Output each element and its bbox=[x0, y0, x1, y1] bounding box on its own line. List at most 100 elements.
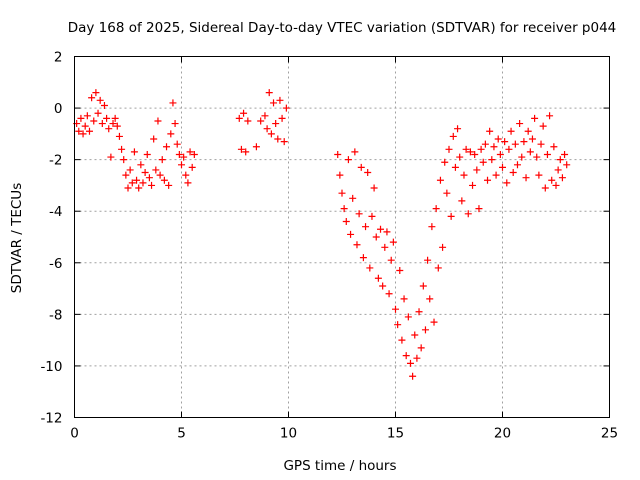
data-point-marker bbox=[548, 176, 556, 184]
data-point-marker bbox=[385, 290, 393, 298]
data-point-marker bbox=[126, 166, 134, 174]
data-point-marker bbox=[244, 117, 252, 125]
data-point-marker bbox=[501, 138, 509, 146]
data-point-marker bbox=[492, 171, 500, 179]
data-point-marker bbox=[374, 274, 382, 282]
data-point-marker bbox=[96, 96, 104, 104]
data-point-marker bbox=[392, 305, 399, 313]
data-point-marker bbox=[274, 135, 282, 143]
data-point-marker bbox=[494, 135, 502, 143]
data-point-marker bbox=[387, 256, 395, 264]
data-point-marker bbox=[535, 171, 543, 179]
data-point-marker bbox=[419, 282, 427, 290]
data-point-marker bbox=[355, 210, 363, 218]
data-point-marker bbox=[156, 171, 164, 179]
data-point-marker bbox=[362, 223, 370, 231]
data-point-marker bbox=[396, 267, 404, 275]
data-point-marker bbox=[477, 145, 485, 153]
grid-lines bbox=[74, 56, 610, 418]
data-point-marker bbox=[165, 181, 173, 189]
data-point-marker bbox=[169, 99, 177, 107]
data-point-marker bbox=[240, 109, 248, 117]
data-point-marker bbox=[272, 120, 280, 128]
data-point-marker bbox=[539, 122, 547, 130]
data-point-marker bbox=[413, 354, 421, 362]
data-point-marker bbox=[421, 326, 429, 334]
data-point-marker bbox=[235, 114, 243, 122]
data-point-marker bbox=[88, 94, 96, 102]
data-point-marker bbox=[128, 179, 136, 187]
data-point-marker bbox=[357, 163, 365, 171]
data-point-marker bbox=[426, 295, 434, 303]
data-point-marker bbox=[167, 130, 175, 138]
data-point-marker bbox=[436, 176, 444, 184]
data-point-marker bbox=[516, 120, 524, 128]
data-points bbox=[73, 89, 571, 380]
data-point-marker bbox=[389, 238, 397, 246]
data-point-marker bbox=[81, 122, 89, 130]
data-point-marker bbox=[402, 352, 410, 360]
data-point-marker bbox=[464, 210, 472, 218]
data-point-marker bbox=[334, 150, 342, 158]
data-point-marker bbox=[518, 153, 526, 161]
data-point-marker bbox=[190, 150, 198, 158]
y-tick-label: -12 bbox=[40, 411, 62, 427]
data-point-marker bbox=[513, 161, 521, 169]
data-point-marker bbox=[237, 145, 245, 153]
data-point-marker bbox=[473, 166, 481, 174]
y-tick-label: -8 bbox=[49, 307, 62, 323]
data-point-marker bbox=[85, 127, 93, 135]
y-tick-label: -10 bbox=[40, 359, 62, 375]
data-point-marker bbox=[417, 344, 425, 352]
data-point-marker bbox=[546, 112, 554, 120]
data-point-marker bbox=[98, 120, 106, 128]
data-point-marker bbox=[531, 114, 539, 122]
data-point-marker bbox=[118, 145, 126, 153]
data-point-marker bbox=[394, 321, 402, 329]
data-point-marker bbox=[364, 169, 372, 177]
data-point-marker bbox=[561, 150, 569, 158]
data-point-marker bbox=[79, 130, 87, 138]
data-point-marker bbox=[541, 184, 549, 192]
data-point-marker bbox=[83, 112, 91, 120]
x-tick-label: 15 bbox=[387, 426, 404, 442]
data-point-marker bbox=[182, 171, 190, 179]
data-point-marker bbox=[377, 225, 385, 233]
data-point-marker bbox=[479, 158, 487, 166]
data-point-marker bbox=[460, 171, 468, 179]
data-point-marker bbox=[499, 163, 506, 171]
data-point-marker bbox=[383, 228, 391, 236]
y-axis-label: SDTVAR / TECUs bbox=[9, 183, 25, 293]
data-point-marker bbox=[280, 138, 288, 146]
data-point-marker bbox=[90, 117, 98, 125]
data-point-marker bbox=[505, 145, 513, 153]
data-point-marker bbox=[466, 148, 474, 156]
data-point-marker bbox=[336, 171, 344, 179]
data-point-marker bbox=[148, 181, 156, 189]
y-tick-label: -6 bbox=[49, 256, 62, 272]
data-point-marker bbox=[522, 174, 530, 182]
data-point-marker bbox=[520, 138, 528, 146]
data-point-marker bbox=[139, 179, 147, 187]
data-point-marker bbox=[100, 101, 108, 109]
data-point-marker bbox=[92, 89, 100, 97]
data-point-marker bbox=[340, 205, 348, 213]
data-point-marker bbox=[94, 109, 102, 117]
data-point-marker bbox=[490, 143, 498, 151]
data-point-marker bbox=[526, 148, 534, 156]
data-point-marker bbox=[509, 169, 517, 177]
data-point-marker bbox=[409, 372, 417, 380]
data-point-marker bbox=[75, 127, 83, 135]
data-point-marker bbox=[496, 150, 504, 158]
data-point-marker bbox=[524, 127, 532, 135]
data-point-marker bbox=[115, 132, 123, 140]
data-point-marker bbox=[338, 189, 346, 197]
data-point-marker bbox=[554, 166, 562, 174]
data-point-marker bbox=[150, 135, 158, 143]
data-point-marker bbox=[556, 156, 564, 164]
data-point-marker bbox=[441, 158, 449, 166]
data-point-marker bbox=[107, 153, 115, 161]
x-tick-label: 25 bbox=[601, 426, 618, 442]
y-tick-label: 0 bbox=[54, 101, 63, 117]
